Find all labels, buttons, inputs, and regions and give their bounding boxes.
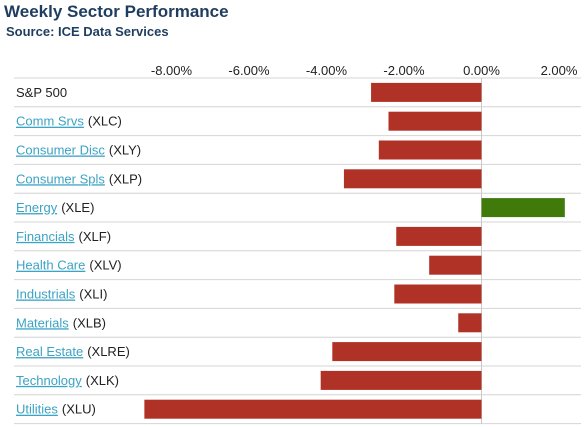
sector-ticker: (XLU) [62, 402, 96, 417]
bar-technology [320, 370, 482, 390]
row-label[interactable]: Financials (XLF) [16, 229, 111, 244]
chart-subtitle: Source: ICE Data Services [6, 24, 169, 39]
bars [144, 82, 565, 419]
chart-title: Weekly Sector Performance [4, 2, 229, 21]
sector-link[interactable]: Energy [16, 200, 58, 215]
bar-consumer-spls [343, 169, 482, 189]
sector-ticker: (XLV) [89, 258, 121, 273]
x-tick-label: 0.00% [463, 63, 500, 78]
x-tick-label: -4.00% [306, 63, 348, 78]
row-label[interactable]: Utilities (XLU) [16, 402, 96, 417]
bar-s-p-500 [371, 82, 482, 102]
sector-ticker: (XLRE) [87, 344, 130, 359]
sector-link[interactable]: Consumer Spls [16, 171, 105, 186]
sector-ticker: (XLF) [79, 229, 112, 244]
x-tick-label: -2.00% [383, 63, 425, 78]
sector-link[interactable]: Materials [16, 315, 69, 330]
sector-ticker: (XLB) [73, 315, 106, 330]
sector-link[interactable]: Industrials [16, 287, 76, 302]
row-label[interactable]: Consumer Disc (XLY) [16, 143, 141, 158]
sector-ticker: (XLY) [109, 143, 141, 158]
row-label[interactable]: Materials (XLB) [16, 315, 106, 330]
sector-link[interactable]: Comm Srvs [16, 114, 84, 129]
x-axis-tick-labels: -8.00% -6.00% -4.00% -2.00% 0.00% 2.00% [151, 63, 578, 78]
bar-health-care [429, 255, 482, 275]
x-tick-label: 2.00% [541, 63, 578, 78]
bar-real-estate [332, 342, 482, 362]
row-label[interactable]: Consumer Spls (XLP) [16, 171, 142, 186]
row-separators [14, 77, 581, 425]
row-label[interactable]: Industrials (XLI) [16, 287, 107, 302]
sector-ticker: (XLP) [109, 171, 142, 186]
bar-financials [396, 226, 482, 246]
bar-industrials [394, 284, 482, 304]
row-label[interactable]: Technology (XLK) [16, 373, 119, 388]
row-label: S&P 500 [16, 85, 67, 100]
row-label[interactable]: Energy (XLE) [16, 200, 94, 215]
sector-ticker: (XLK) [86, 373, 119, 388]
x-tick-label: -6.00% [228, 63, 270, 78]
row-label[interactable]: Real Estate (XLRE) [16, 344, 130, 359]
sector-ticker: (XLI) [79, 287, 107, 302]
sector-link[interactable]: Consumer Disc [16, 143, 105, 158]
bar-materials [458, 313, 482, 333]
sector-link[interactable]: Technology [16, 373, 82, 388]
row-label[interactable]: Comm Srvs (XLC) [16, 114, 122, 129]
sector-link[interactable]: Real Estate [16, 344, 83, 359]
bar-energy [481, 198, 565, 218]
bar-comm-srvs [388, 111, 482, 131]
sector-link[interactable]: Utilities [16, 402, 58, 417]
sector-link[interactable]: Financials [16, 229, 75, 244]
sector-name: S&P 500 [16, 85, 67, 100]
sector-ticker: (XLE) [61, 200, 94, 215]
x-tick-label: -8.00% [151, 63, 193, 78]
bar-consumer-disc [378, 140, 482, 160]
bar-utilities [144, 399, 482, 419]
sector-link[interactable]: Health Care [16, 258, 85, 273]
sector-ticker: (XLC) [88, 114, 122, 129]
row-label[interactable]: Health Care (XLV) [16, 258, 122, 273]
